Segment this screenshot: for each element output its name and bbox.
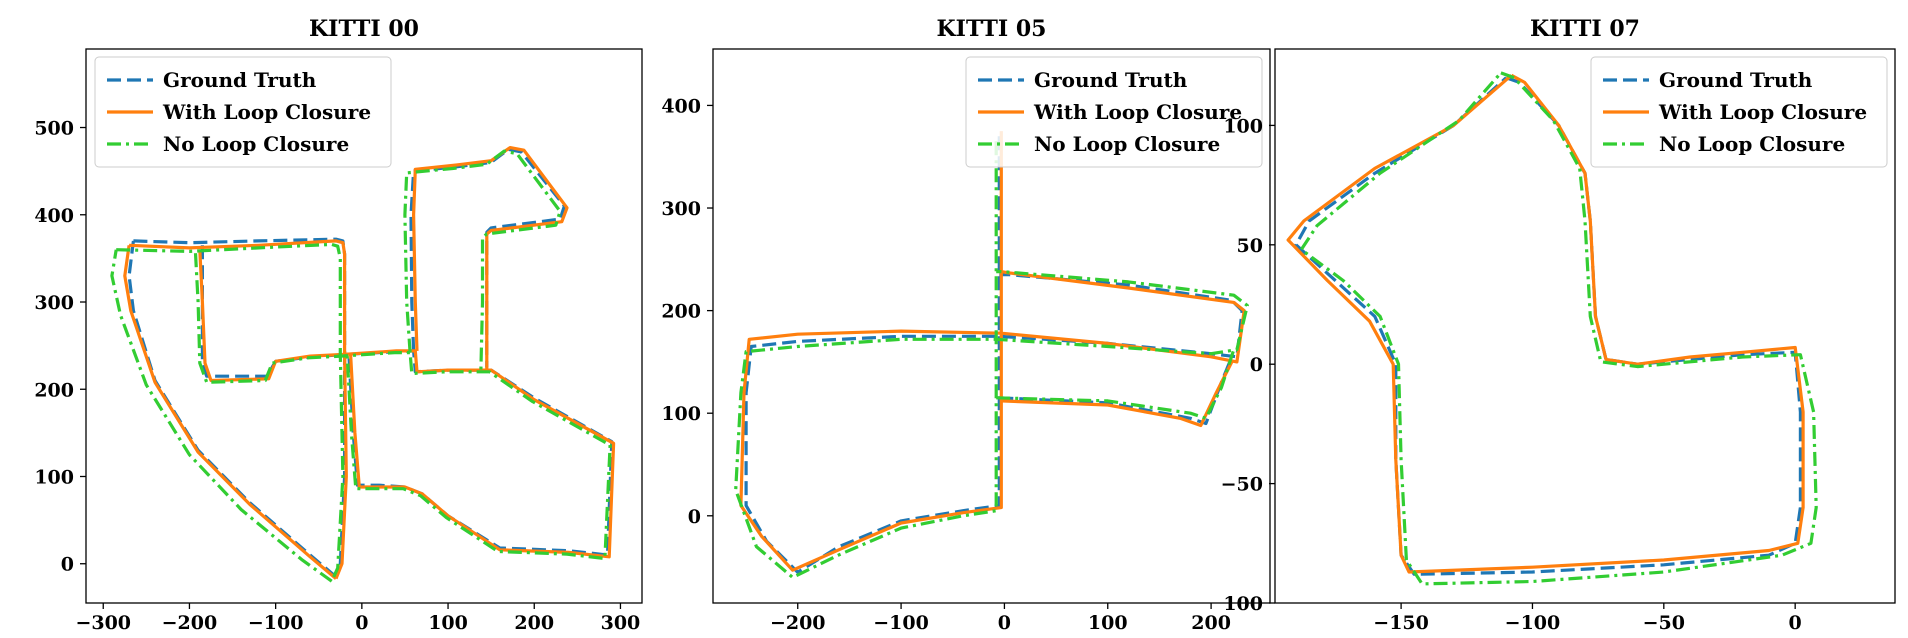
series-line-no-loop-closure-2	[193, 253, 612, 561]
series-line-with-loop-closure-3	[123, 245, 338, 580]
chart-title: KITTI 05	[937, 16, 1047, 42]
series-line-no-loop-closure-1	[116, 242, 345, 582]
legend: Ground Truth With Loop Closure No Loop Clo…	[1590, 56, 1888, 168]
y-tick-label: 500	[34, 118, 74, 140]
y-tick-label: 0	[61, 554, 74, 576]
axes-frame	[712, 48, 1271, 604]
x-tick-label: 0	[355, 612, 368, 634]
x-tick-label: 200	[1191, 612, 1231, 634]
y-tick-label: 200	[34, 379, 74, 401]
series-line-with-loop-closure-1	[129, 239, 348, 580]
legend-box	[965, 56, 1263, 168]
y-tick-label: 100	[1223, 115, 1263, 137]
legend: Ground Truth With Loop Closure No Loop Clo…	[94, 56, 392, 168]
legend-label-with-loop-closure: With Loop Closure	[162, 100, 371, 124]
series-line-ground-truth-1	[744, 136, 1244, 574]
x-tick-label: −200	[770, 612, 826, 634]
y-tick-label: 50	[1237, 235, 1263, 257]
x-tick-label: 100	[428, 612, 468, 634]
x-tick-label: 0	[1789, 612, 1802, 634]
series-line-with-loop-closure-1	[739, 131, 1246, 572]
chart-panel-1: KITTI 00 −300 −200 −100 0 100 200 300 0 100 200 300…	[34, 16, 643, 634]
series-line-ground-truth-1	[133, 237, 347, 578]
chart-panel-3: KITTI 07 −150 −100 −50 0 100 50 0 −50 100 Ground T…	[1221, 16, 1896, 634]
x-tick-label: 0	[998, 612, 1011, 634]
x-tick-label: 100	[1088, 612, 1128, 634]
y-tick-label: 200	[661, 301, 701, 323]
y-tick-label: 100	[661, 403, 701, 425]
series-line-no-loop-closure-1	[734, 141, 1249, 579]
legend-label-no-loop-closure: No Loop Closure	[1659, 132, 1845, 156]
y-tick-label: 300	[661, 198, 701, 220]
y-tick-label: 300	[34, 292, 74, 314]
x-tick-label: 300	[601, 612, 641, 634]
series-line-no-loop-closure-1	[1299, 71, 1818, 586]
y-tick-label: 400	[34, 205, 74, 227]
series-line-ground-truth-2	[999, 356, 1234, 426]
series-line-with-loop-closure-2	[1001, 361, 1234, 428]
legend-label-ground-truth: Ground Truth	[1034, 68, 1188, 92]
plot-area	[734, 131, 1249, 579]
legend-label-ground-truth: Ground Truth	[1659, 68, 1813, 92]
y-tick-label: 100	[1223, 593, 1263, 615]
x-tick-label: −150	[1373, 612, 1429, 634]
y-tick-label: 100	[34, 466, 74, 488]
axes-frame	[85, 48, 643, 604]
legend-box	[94, 56, 392, 168]
series-line-with-loop-closure-4	[412, 146, 569, 371]
legend-label-with-loop-closure: With Loop Closure	[1658, 100, 1867, 124]
chart-title: KITTI 07	[1530, 16, 1640, 42]
legend: Ground Truth With Loop Closure No Loop Clo…	[965, 56, 1263, 168]
x-tick-label: −300	[75, 612, 131, 634]
series-line-with-loop-closure-1	[1286, 73, 1805, 574]
plot-area	[110, 146, 616, 583]
legend-label-no-loop-closure: No Loop Closure	[163, 132, 349, 156]
series-line-no-loop-closure-3	[110, 249, 333, 583]
axes-frame	[1274, 48, 1896, 604]
legend-label-with-loop-closure: With Loop Closure	[1033, 100, 1242, 124]
x-tick-label: −100	[873, 612, 929, 634]
series-line-no-loop-closure-2	[996, 349, 1236, 420]
y-tick-label: 0	[1250, 354, 1263, 376]
x-tick-label: −50	[1643, 612, 1685, 634]
y-tick-label: −50	[1221, 474, 1263, 496]
legend-label-no-loop-closure: No Loop Closure	[1034, 132, 1220, 156]
x-tick-label: −100	[248, 612, 304, 634]
legend-box	[1590, 56, 1888, 168]
y-tick-label: 0	[688, 506, 701, 528]
plot-area	[1286, 71, 1818, 586]
chart-title: KITTI 00	[309, 16, 419, 42]
x-tick-label: 200	[514, 612, 554, 634]
x-tick-label: −200	[162, 612, 218, 634]
y-tick-label: 400	[661, 95, 701, 117]
series-line-with-loop-closure-2	[198, 249, 616, 559]
x-tick-label: −100	[1505, 612, 1561, 634]
series-line-no-loop-closure-4	[403, 149, 562, 374]
chart-panel-2: KITTI 05−200 −100 0 100 2000100200300400Grou…	[661, 16, 1271, 634]
legend-label-ground-truth: Ground Truth	[163, 68, 317, 92]
